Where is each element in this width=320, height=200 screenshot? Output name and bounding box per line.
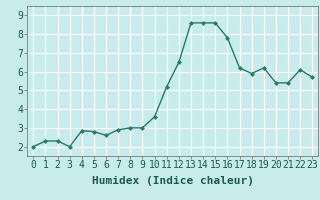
X-axis label: Humidex (Indice chaleur): Humidex (Indice chaleur) xyxy=(92,176,254,186)
